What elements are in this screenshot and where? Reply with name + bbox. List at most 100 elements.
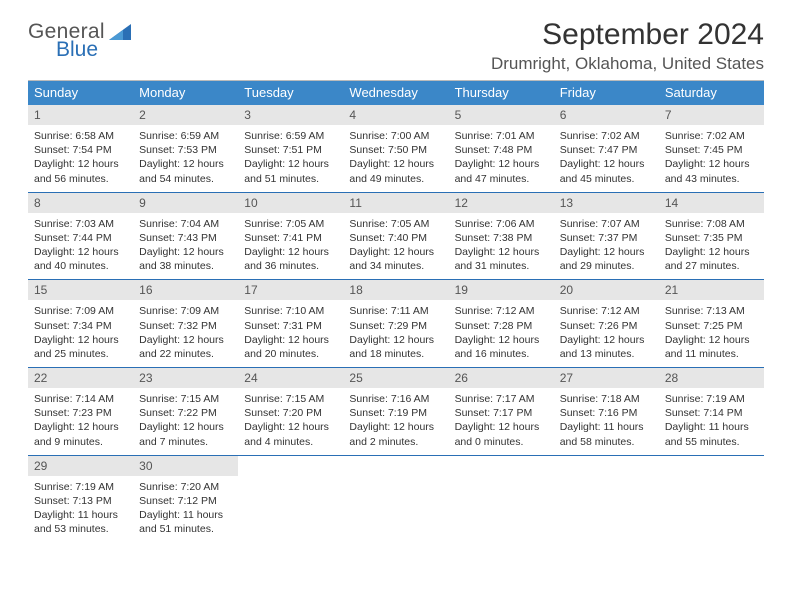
sunrise-line: Sunrise: 6:59 AM: [244, 129, 337, 143]
weekday-label: Friday: [554, 81, 659, 105]
day-number: 30: [133, 456, 238, 476]
sunset-line: Sunset: 7:45 PM: [665, 143, 758, 157]
day-number: 15: [28, 280, 133, 300]
calendar-day: 7Sunrise: 7:02 AMSunset: 7:45 PMDaylight…: [659, 105, 764, 192]
calendar-day: [554, 456, 659, 543]
calendar-day: 3Sunrise: 6:59 AMSunset: 7:51 PMDaylight…: [238, 105, 343, 192]
sunset-line: Sunset: 7:34 PM: [34, 319, 127, 333]
header: General Blue September 2024 Drumright, O…: [28, 18, 764, 74]
sunrise-line: Sunrise: 7:00 AM: [349, 129, 442, 143]
sunset-line: Sunset: 7:19 PM: [349, 406, 442, 420]
day-number: 19: [449, 280, 554, 300]
calendar-day: 2Sunrise: 6:59 AMSunset: 7:53 PMDaylight…: [133, 105, 238, 192]
calendar-day: [449, 456, 554, 543]
sunrise-line: Sunrise: 7:13 AM: [665, 304, 758, 318]
daylight-line: Daylight: 12 hours and 45 minutes.: [560, 157, 653, 185]
calendar-day: 19Sunrise: 7:12 AMSunset: 7:28 PMDayligh…: [449, 280, 554, 367]
daylight-line: Daylight: 11 hours and 55 minutes.: [665, 420, 758, 448]
daylight-line: Daylight: 12 hours and 0 minutes.: [455, 420, 548, 448]
day-details: Sunrise: 7:10 AMSunset: 7:31 PMDaylight:…: [238, 300, 343, 361]
day-number: 25: [343, 368, 448, 388]
daylight-line: Daylight: 12 hours and 22 minutes.: [139, 333, 232, 361]
day-details: Sunrise: 7:20 AMSunset: 7:12 PMDaylight:…: [133, 476, 238, 537]
sunset-line: Sunset: 7:31 PM: [244, 319, 337, 333]
day-details: Sunrise: 7:14 AMSunset: 7:23 PMDaylight:…: [28, 388, 133, 449]
calendar-week: 29Sunrise: 7:19 AMSunset: 7:13 PMDayligh…: [28, 456, 764, 543]
daylight-line: Daylight: 12 hours and 56 minutes.: [34, 157, 127, 185]
day-number: 1: [28, 105, 133, 125]
day-number: 26: [449, 368, 554, 388]
day-details: Sunrise: 7:12 AMSunset: 7:28 PMDaylight:…: [449, 300, 554, 361]
day-number: 8: [28, 193, 133, 213]
calendar-day: 8Sunrise: 7:03 AMSunset: 7:44 PMDaylight…: [28, 193, 133, 280]
sunset-line: Sunset: 7:23 PM: [34, 406, 127, 420]
day-details: Sunrise: 6:59 AMSunset: 7:51 PMDaylight:…: [238, 125, 343, 186]
day-details: Sunrise: 7:05 AMSunset: 7:41 PMDaylight:…: [238, 213, 343, 274]
sunrise-line: Sunrise: 6:59 AM: [139, 129, 232, 143]
calendar-day: 26Sunrise: 7:17 AMSunset: 7:17 PMDayligh…: [449, 368, 554, 455]
day-details: Sunrise: 7:12 AMSunset: 7:26 PMDaylight:…: [554, 300, 659, 361]
sunset-line: Sunset: 7:26 PM: [560, 319, 653, 333]
day-number: 12: [449, 193, 554, 213]
calendar-day: 12Sunrise: 7:06 AMSunset: 7:38 PMDayligh…: [449, 193, 554, 280]
day-details: Sunrise: 7:11 AMSunset: 7:29 PMDaylight:…: [343, 300, 448, 361]
day-details: Sunrise: 7:00 AMSunset: 7:50 PMDaylight:…: [343, 125, 448, 186]
day-number: 9: [133, 193, 238, 213]
sunrise-line: Sunrise: 7:03 AM: [34, 217, 127, 231]
calendar-day: 20Sunrise: 7:12 AMSunset: 7:26 PMDayligh…: [554, 280, 659, 367]
day-number: 3: [238, 105, 343, 125]
weekday-label: Sunday: [28, 81, 133, 105]
day-details: Sunrise: 6:58 AMSunset: 7:54 PMDaylight:…: [28, 125, 133, 186]
day-details: Sunrise: 7:15 AMSunset: 7:22 PMDaylight:…: [133, 388, 238, 449]
calendar-day: 1Sunrise: 6:58 AMSunset: 7:54 PMDaylight…: [28, 105, 133, 192]
sunrise-line: Sunrise: 7:19 AM: [665, 392, 758, 406]
sunset-line: Sunset: 7:16 PM: [560, 406, 653, 420]
sunset-line: Sunset: 7:14 PM: [665, 406, 758, 420]
calendar-day: 30Sunrise: 7:20 AMSunset: 7:12 PMDayligh…: [133, 456, 238, 543]
calendar-week: 22Sunrise: 7:14 AMSunset: 7:23 PMDayligh…: [28, 368, 764, 456]
weekday-label: Tuesday: [238, 81, 343, 105]
calendar-day: 6Sunrise: 7:02 AMSunset: 7:47 PMDaylight…: [554, 105, 659, 192]
day-number: 7: [659, 105, 764, 125]
day-number: 22: [28, 368, 133, 388]
sunset-line: Sunset: 7:12 PM: [139, 494, 232, 508]
calendar-day: 5Sunrise: 7:01 AMSunset: 7:48 PMDaylight…: [449, 105, 554, 192]
sunrise-line: Sunrise: 7:14 AM: [34, 392, 127, 406]
sunrise-line: Sunrise: 6:58 AM: [34, 129, 127, 143]
day-details: Sunrise: 7:04 AMSunset: 7:43 PMDaylight:…: [133, 213, 238, 274]
sunrise-line: Sunrise: 7:12 AM: [455, 304, 548, 318]
daylight-line: Daylight: 12 hours and 9 minutes.: [34, 420, 127, 448]
sunset-line: Sunset: 7:22 PM: [139, 406, 232, 420]
day-details: Sunrise: 7:03 AMSunset: 7:44 PMDaylight:…: [28, 213, 133, 274]
weekday-header-row: SundayMondayTuesdayWednesdayThursdayFrid…: [28, 81, 764, 105]
day-details: Sunrise: 7:19 AMSunset: 7:13 PMDaylight:…: [28, 476, 133, 537]
sunset-line: Sunset: 7:28 PM: [455, 319, 548, 333]
sunset-line: Sunset: 7:29 PM: [349, 319, 442, 333]
weekday-label: Thursday: [449, 81, 554, 105]
calendar-day: 17Sunrise: 7:10 AMSunset: 7:31 PMDayligh…: [238, 280, 343, 367]
day-number: 10: [238, 193, 343, 213]
calendar-day: 25Sunrise: 7:16 AMSunset: 7:19 PMDayligh…: [343, 368, 448, 455]
sunset-line: Sunset: 7:35 PM: [665, 231, 758, 245]
calendar-day: 29Sunrise: 7:19 AMSunset: 7:13 PMDayligh…: [28, 456, 133, 543]
sunrise-line: Sunrise: 7:10 AM: [244, 304, 337, 318]
daylight-line: Daylight: 12 hours and 34 minutes.: [349, 245, 442, 273]
calendar: SundayMondayTuesdayWednesdayThursdayFrid…: [28, 80, 764, 542]
calendar-week: 8Sunrise: 7:03 AMSunset: 7:44 PMDaylight…: [28, 193, 764, 281]
weekday-label: Saturday: [659, 81, 764, 105]
calendar-day: 28Sunrise: 7:19 AMSunset: 7:14 PMDayligh…: [659, 368, 764, 455]
sunrise-line: Sunrise: 7:16 AM: [349, 392, 442, 406]
day-number: 6: [554, 105, 659, 125]
calendar-day: 24Sunrise: 7:15 AMSunset: 7:20 PMDayligh…: [238, 368, 343, 455]
daylight-line: Daylight: 12 hours and 27 minutes.: [665, 245, 758, 273]
calendar-day: 11Sunrise: 7:05 AMSunset: 7:40 PMDayligh…: [343, 193, 448, 280]
sunrise-line: Sunrise: 7:09 AM: [139, 304, 232, 318]
sunrise-line: Sunrise: 7:02 AM: [560, 129, 653, 143]
sunset-line: Sunset: 7:51 PM: [244, 143, 337, 157]
sunrise-line: Sunrise: 7:08 AM: [665, 217, 758, 231]
calendar-body: 1Sunrise: 6:58 AMSunset: 7:54 PMDaylight…: [28, 105, 764, 542]
sunrise-line: Sunrise: 7:18 AM: [560, 392, 653, 406]
day-details: Sunrise: 7:06 AMSunset: 7:38 PMDaylight:…: [449, 213, 554, 274]
day-number: 23: [133, 368, 238, 388]
day-details: Sunrise: 7:09 AMSunset: 7:34 PMDaylight:…: [28, 300, 133, 361]
